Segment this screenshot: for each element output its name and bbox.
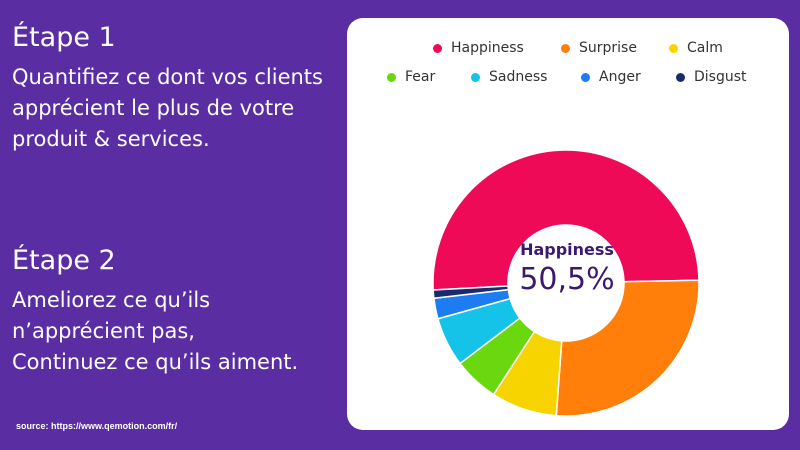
- chart-card: Happiness Surprise Calm Fear Sadness Ang…: [347, 18, 789, 430]
- legend-dot: [581, 72, 590, 82]
- legend-item-sadness[interactable]: Sadness: [471, 67, 547, 87]
- legend-label: Anger: [599, 69, 641, 85]
- step1-line: apprécient le plus de votre: [12, 96, 295, 120]
- donut-slice-disgust[interactable]: [432, 285, 510, 300]
- legend-row-2: Fear Sadness Anger Disgust: [347, 67, 789, 87]
- legend-item-fear[interactable]: Fear: [387, 67, 435, 87]
- step2-title: Étape 2: [12, 245, 116, 276]
- legend-label: Sadness: [489, 69, 548, 85]
- legend-item-anger[interactable]: Anger: [581, 67, 641, 87]
- step1-title: Étape 1: [12, 22, 116, 53]
- legend-label: Calm: [687, 40, 723, 56]
- legend-dot: [471, 72, 480, 82]
- donut-chart: [432, 149, 700, 417]
- donut-slice-happiness[interactable]: [432, 149, 700, 291]
- legend-item-surprise[interactable]: Surprise: [561, 38, 637, 58]
- step2-line: n’apprécient pas,: [12, 319, 195, 343]
- step2-description: Ameliorez ce qu’ils n’apprécient pas, Co…: [12, 285, 347, 378]
- legend-label: Fear: [405, 69, 436, 85]
- legend-item-happiness[interactable]: Happiness: [433, 38, 524, 58]
- legend-row-1: Happiness Surprise Calm: [347, 38, 789, 58]
- step1-line: produit & services.: [12, 127, 210, 151]
- legend-label: Happiness: [451, 40, 524, 56]
- source-credit: source: https://www.qemotion.com/fr/: [16, 421, 178, 431]
- legend-item-disgust[interactable]: Disgust: [676, 67, 747, 87]
- legend-label: Disgust: [694, 69, 747, 85]
- step2-line: Ameliorez ce qu’ils: [12, 288, 211, 312]
- donut-slice-surprise[interactable]: [555, 279, 700, 417]
- legend-item-calm[interactable]: Calm: [669, 38, 723, 58]
- legend-dot: [561, 43, 570, 53]
- legend-dot: [669, 43, 678, 53]
- step1-description: Quantifiez ce dont vos clients apprécien…: [12, 62, 347, 155]
- donut-center-value: 50,5%: [519, 262, 615, 297]
- legend-label: Surprise: [579, 40, 637, 56]
- step1-line: Quantifiez ce dont vos clients: [12, 65, 323, 89]
- legend-dot: [676, 72, 685, 82]
- legend-dot: [387, 72, 396, 82]
- step2-line: Continuez ce qu’ils aiment.: [12, 350, 299, 374]
- legend-dot: [433, 43, 442, 53]
- donut-center-label: Happiness: [520, 240, 614, 259]
